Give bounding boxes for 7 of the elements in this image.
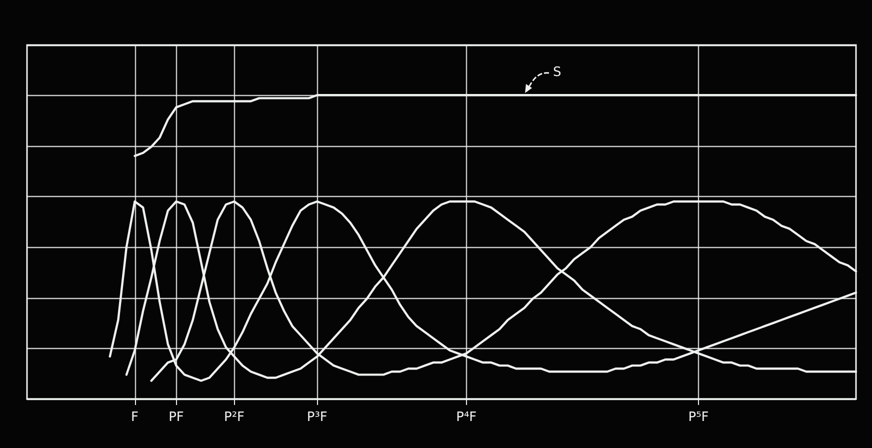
x-tick-label: P³F [306, 410, 328, 425]
x-tick-label: F [131, 410, 139, 425]
text: S [553, 65, 562, 80]
x-tick-label: P²F [224, 410, 245, 425]
x-tick-label: PF [168, 410, 184, 425]
x-tick-label: P⁴F [456, 410, 477, 425]
x-tick-label: P⁵F [688, 410, 709, 425]
